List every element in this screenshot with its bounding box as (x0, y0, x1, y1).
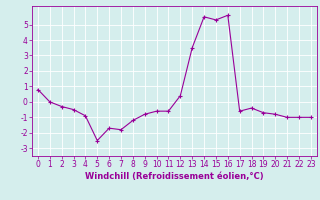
X-axis label: Windchill (Refroidissement éolien,°C): Windchill (Refroidissement éolien,°C) (85, 172, 264, 181)
